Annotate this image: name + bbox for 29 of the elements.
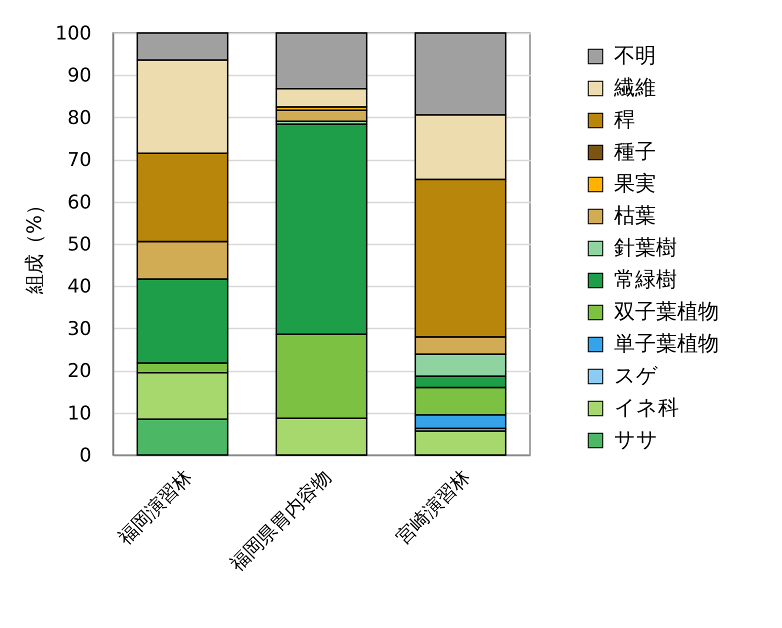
y-tick-label: 90 xyxy=(67,64,92,87)
legend-label: 常緑樹 xyxy=(614,268,677,292)
legend-label: 繊維 xyxy=(613,76,656,100)
legend-label: 種子 xyxy=(614,140,656,164)
y-tick-label: 40 xyxy=(67,276,92,298)
y-tick-label: 60 xyxy=(67,191,92,214)
legend-label: 単子葉植物 xyxy=(614,332,719,356)
y-tick-label: 100 xyxy=(55,22,92,44)
bar xyxy=(414,430,506,456)
y-axis-title: 組成（%） xyxy=(22,194,46,296)
legend-label: 果実 xyxy=(614,172,656,196)
legend-label: スゲ xyxy=(614,364,658,388)
legend-label: 枯葉 xyxy=(614,204,656,228)
legend-label: イネ科 xyxy=(614,396,679,420)
y-tick-label: 0 xyxy=(79,444,92,466)
y-tick-label: 70 xyxy=(67,149,92,172)
y-tick-label: 30 xyxy=(67,318,92,340)
legend-label: 稈 xyxy=(614,108,635,132)
legend-label: 不明 xyxy=(614,44,656,68)
x-tick-label: 福岡県胃内容物 xyxy=(226,466,336,576)
y-tick-label: 50 xyxy=(67,234,92,256)
legend-label: ササ xyxy=(614,428,658,452)
x-tick-label: 福岡演習林 xyxy=(114,466,197,549)
y-tick-label: 20 xyxy=(67,360,92,382)
x-tick-label: 宮崎演習林 xyxy=(392,466,475,549)
legend-label: 針葉樹 xyxy=(614,236,677,260)
y-tick-label: 80 xyxy=(67,106,92,129)
y-tick-label: 10 xyxy=(67,402,92,424)
legend-label: 双子葉植物 xyxy=(614,300,719,324)
